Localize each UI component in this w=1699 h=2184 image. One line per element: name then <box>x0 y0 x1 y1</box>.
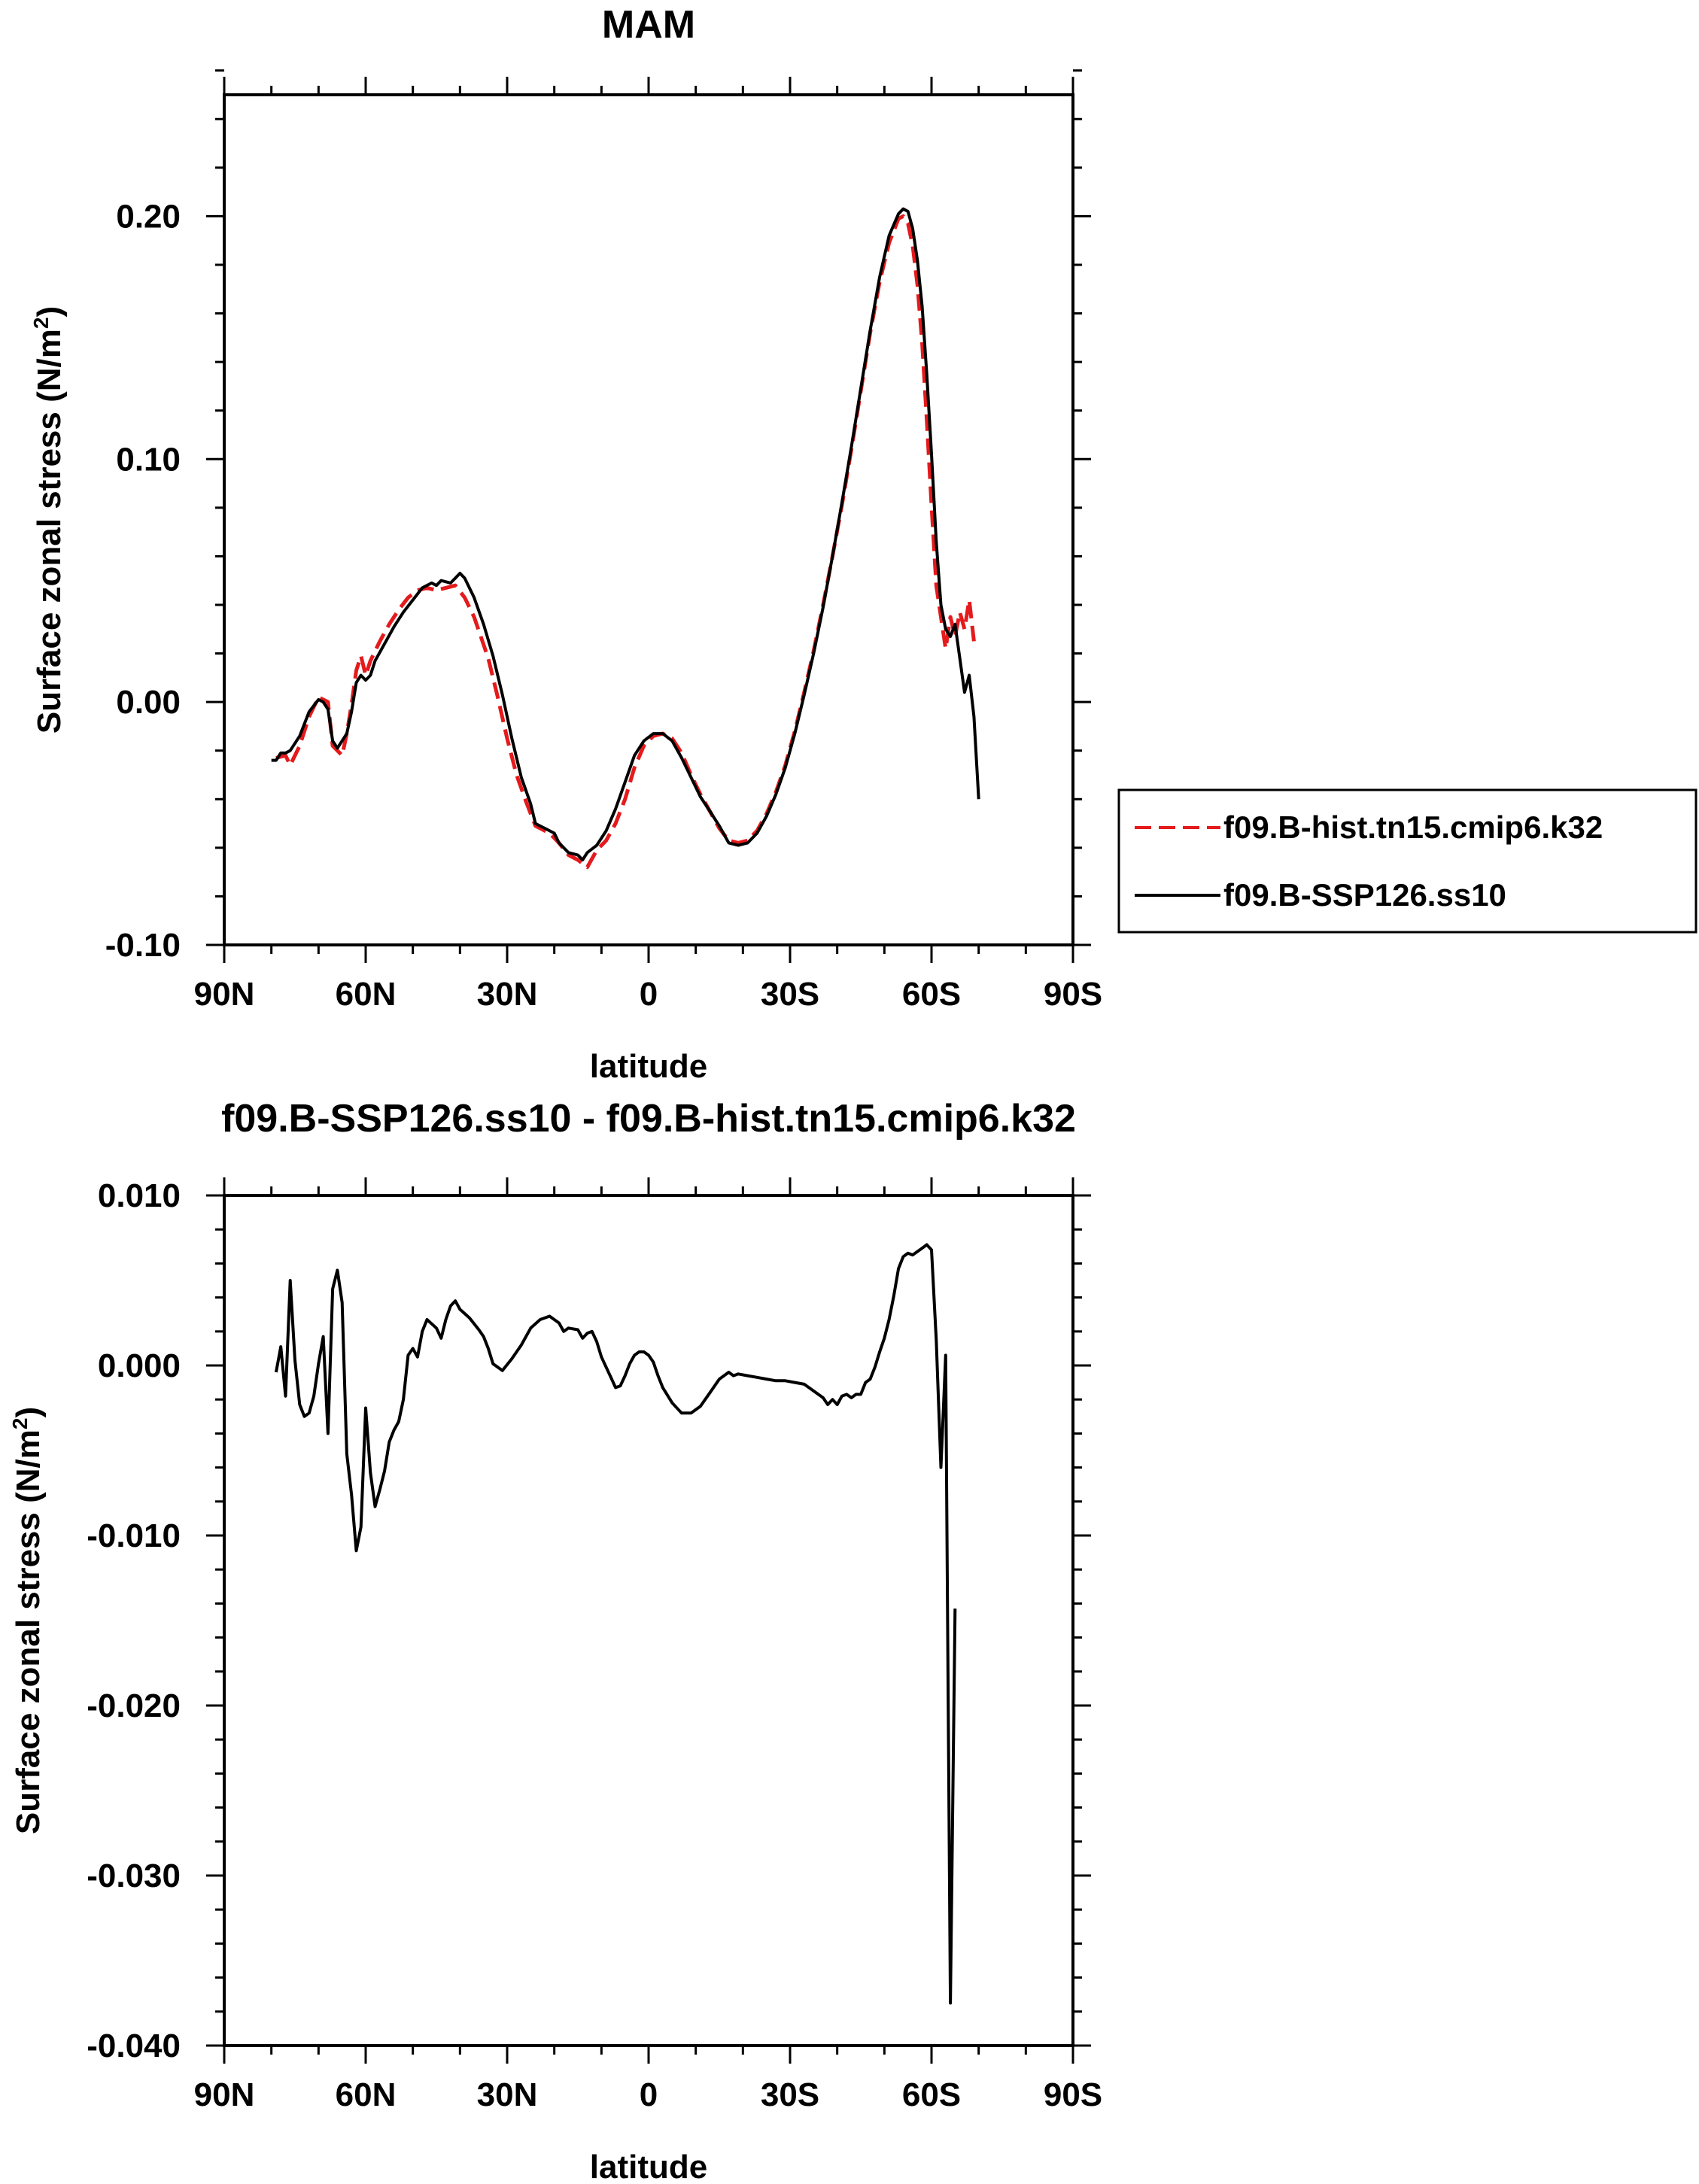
mam-y-axis-label: Surface zonal stress (N/m2) <box>29 306 68 734</box>
difference-y-tick-label: 0.000 <box>98 1347 181 1384</box>
difference-x-tick-label: 90N <box>194 2076 255 2113</box>
mam-x-axis-label: latitude <box>590 1048 707 1085</box>
difference-panel: f09.B-SSP126.ss10 - f09.B-hist.tn15.cmip… <box>8 1097 1102 2184</box>
difference-x-tick-label: 90S <box>1044 2076 1102 2113</box>
mam-y-tick-label: -0.10 <box>105 927 181 964</box>
mam-y-tick-label: 0.20 <box>116 198 181 235</box>
mam-ticks <box>206 69 1091 963</box>
difference-x-tick-label: 0 <box>640 2076 658 2113</box>
mam-x-tick-label: 30S <box>761 976 819 1013</box>
difference-y-tick-label: 0.010 <box>98 1177 181 1214</box>
difference-y-tick-label: -0.020 <box>87 1687 181 1724</box>
difference-x-axis-label: latitude <box>590 2149 707 2184</box>
mam-series-layer <box>271 207 980 870</box>
mam-x-tick-label: 0 <box>640 976 658 1013</box>
legend-label-hist: f09.B-hist.tn15.cmip6.k32 <box>1223 810 1603 845</box>
legend-label-ssp126: f09.B-SSP126.ss10 <box>1223 877 1506 913</box>
difference-x-tick-label: 60S <box>902 2076 961 2113</box>
difference-y-axis-label-unit: (N/m <box>10 1429 47 1503</box>
mam-x-tick-label: 90S <box>1044 976 1102 1013</box>
difference-y-tick-label: -0.040 <box>87 2028 181 2064</box>
difference-series-layer <box>274 1243 957 2005</box>
difference-x-tick-label: 30S <box>761 2076 819 2113</box>
mam-y-axis-label-unit: (N/m <box>31 329 68 402</box>
legend-box <box>1117 788 1697 934</box>
mam-x-tick-labels: 90N 60N 30N 0 30S 60S 90S <box>194 976 1103 1013</box>
difference-x-tick-labels: 90N 60N 30N 0 30S 60S 90S <box>194 2076 1103 2113</box>
mam-chart-title: MAM <box>602 3 695 47</box>
difference-x-tick-label: 30N <box>477 2076 538 2113</box>
mam-y-axis-label-text: Surface zonal stress <box>31 412 68 734</box>
difference-ticks <box>206 1177 1091 2064</box>
mam-series-line-2 <box>271 207 980 861</box>
legend: f09.B-hist.tn15.cmip6.k32 f09.B-SSP126.s… <box>1117 788 1697 934</box>
mam-y-axis-label-unit-close: ) <box>31 306 68 317</box>
difference-y-axis-label-unit-sup: 2 <box>8 1418 32 1430</box>
mam-x-tick-label: 60N <box>336 976 397 1013</box>
difference-series-line-1 <box>274 1243 957 2005</box>
difference-x-tick-label: 60N <box>336 2076 397 2113</box>
difference-y-tick-label: -0.010 <box>87 1517 181 1554</box>
mam-panel: MAM 90N 60N 30N 0 30S 60S 90S 0.20 0.10 0.00 -0.1… <box>29 3 1102 1085</box>
mam-y-tick-labels: 0.20 0.10 0.00 -0.10 <box>105 198 181 964</box>
difference-y-tick-labels: 0.010 0.000 -0.010 -0.020 -0.030 -0.040 <box>87 1177 181 2064</box>
difference-chart-title: f09.B-SSP126.ss10 - f09.B-hist.tn15.cmip… <box>221 1097 1076 1141</box>
mam-y-tick-label: 0.00 <box>116 684 181 721</box>
mam-y-tick-label: 0.10 <box>116 441 181 478</box>
difference-y-axis-label-unit-close: ) <box>10 1407 47 1418</box>
mam-x-tick-label: 60S <box>902 976 961 1013</box>
mam-series-line-1 <box>275 214 976 870</box>
difference-y-axis-label: Surface zonal stress (N/m2) <box>8 1407 47 1834</box>
mam-y-axis-label-unit-sup: 2 <box>29 317 53 330</box>
mam-plot-frame <box>223 93 1074 946</box>
difference-plot-frame <box>223 1194 1074 2047</box>
mam-x-tick-label: 30N <box>477 976 538 1013</box>
mam-x-tick-label: 90N <box>194 976 255 1013</box>
difference-y-axis-label-text: Surface zonal stress <box>10 1512 47 1834</box>
difference-y-tick-label: -0.030 <box>87 1857 181 1894</box>
